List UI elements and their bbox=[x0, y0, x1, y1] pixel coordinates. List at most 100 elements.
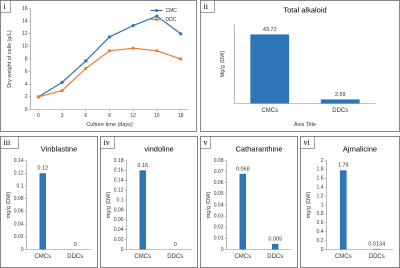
y-tick-label: 0 bbox=[121, 247, 124, 253]
x-tick-label: DDCs bbox=[267, 254, 283, 260]
bar bbox=[239, 173, 246, 250]
y-axis-label: mg/g (DW) bbox=[306, 192, 312, 219]
legend-marker bbox=[155, 9, 158, 12]
y-tick-label: 0.02 bbox=[14, 234, 24, 240]
y-tick-label: 1.4 bbox=[317, 185, 324, 191]
x-tick-label: DDCs bbox=[369, 254, 385, 260]
y-axis-label: Mg/g (DW) bbox=[220, 51, 226, 78]
y-tick-label: 1 bbox=[321, 202, 324, 208]
panel-frame bbox=[0, 136, 98, 268]
bar bbox=[139, 170, 146, 250]
panel: vi Ajmalicine 0 0.2 0.4 0.6 0.8 1 1.2 1.4 1.6 1.8 2 m… bbox=[300, 136, 400, 268]
y-tick-label: 0.14 bbox=[14, 158, 24, 164]
x-tick-label: CMCs bbox=[261, 108, 278, 114]
value-label: 0.005 bbox=[268, 236, 282, 242]
y-tick-label: 0.6 bbox=[317, 220, 324, 226]
chart-title: vindoline bbox=[144, 144, 174, 153]
panel-label: vi bbox=[304, 138, 311, 147]
panel-label: iii bbox=[4, 138, 11, 147]
value-label: 0.12 bbox=[37, 166, 48, 172]
y-tick-label: 0.02 bbox=[114, 237, 124, 243]
y-tick-label: 0.07 bbox=[214, 169, 224, 175]
y-tick-label: 16 bbox=[22, 6, 28, 12]
y-tick-label: 0.1 bbox=[117, 197, 124, 203]
chart-title: Ajmalicine bbox=[343, 144, 377, 153]
x-tick-label: 15 bbox=[154, 113, 160, 119]
y-tick-label: 0.08 bbox=[14, 196, 24, 202]
y-tick-label: 0.06 bbox=[214, 180, 224, 186]
x-tick-label: 0 bbox=[37, 113, 40, 119]
legend-marker bbox=[155, 18, 158, 21]
x-tick-label: 9 bbox=[108, 113, 111, 119]
value-label: 1.78 bbox=[338, 163, 349, 169]
panel: v Catharanthine 0 0.01 0.02 0.03 0.04 0.05 0.06 0… bbox=[200, 136, 298, 268]
panel-label-box bbox=[0, 0, 11, 13]
panel-label: iv bbox=[104, 138, 110, 147]
value-label: 0.16 bbox=[137, 163, 148, 169]
value-label: 2.59 bbox=[335, 92, 346, 98]
value-label: 0.0134 bbox=[368, 241, 385, 247]
y-tick-label: 6 bbox=[25, 69, 28, 75]
panel: iv vindoline 0 0.02 0.04 0.06 0.08 0.1 0.12 0.14 0… bbox=[100, 136, 198, 268]
x-tick-label: 12 bbox=[130, 113, 136, 119]
y-tick-label: 0.02 bbox=[214, 225, 224, 231]
y-tick-label: 0.14 bbox=[114, 178, 124, 184]
data-point bbox=[179, 57, 183, 61]
x-axis-label: Culture time (days) bbox=[86, 122, 133, 128]
chart-title: Catharanthine bbox=[235, 144, 282, 153]
y-tick-label: 0.8 bbox=[317, 211, 324, 217]
panel-label-box bbox=[200, 0, 215, 13]
chart-title: Total alkaloid bbox=[283, 5, 326, 14]
y-tick-label: 10 bbox=[22, 44, 28, 50]
bar bbox=[339, 170, 347, 250]
y-tick-label: 1.8 bbox=[317, 167, 324, 173]
y-tick-label: 0 bbox=[25, 107, 28, 113]
panel-label-box bbox=[300, 136, 315, 149]
y-tick-label: 0 bbox=[21, 247, 24, 253]
value-label: 0 bbox=[74, 242, 77, 248]
y-tick-label: 0.18 bbox=[114, 158, 124, 164]
series-line bbox=[38, 15, 181, 98]
data-point bbox=[155, 49, 159, 53]
panel: i 0 2 4 6 8 10 12 14 16 Dry weight of cells (g/L) C… bbox=[0, 0, 197, 132]
bar bbox=[373, 248, 381, 250]
y-axis-label: mg/g (DW) bbox=[206, 192, 212, 219]
y-tick-label: 0.03 bbox=[214, 213, 224, 219]
value-label: 0.068 bbox=[236, 166, 250, 172]
data-point bbox=[84, 59, 88, 63]
y-axis-label: Dry weight of cells (g/L) bbox=[7, 30, 13, 88]
value-label: 0 bbox=[174, 242, 177, 248]
panel: ii Total alkaloid Mg/g (DW) Axis Title 43.72… bbox=[200, 0, 400, 132]
y-tick-label: 0.08 bbox=[114, 207, 124, 213]
y-tick-label: 8 bbox=[25, 56, 28, 62]
legend-label: CMC bbox=[166, 8, 178, 14]
x-tick-label: CMCs bbox=[134, 254, 151, 260]
y-tick-label: 0.01 bbox=[214, 236, 224, 242]
data-point bbox=[155, 14, 159, 18]
panel-label: ii bbox=[204, 2, 209, 11]
x-tick-label: DDCs bbox=[332, 108, 348, 114]
y-tick-label: 0.04 bbox=[14, 221, 24, 227]
x-tick-label: DDCs bbox=[167, 254, 183, 260]
y-axis-label: mg/g (DW) bbox=[106, 192, 112, 219]
y-tick-label: 0.16 bbox=[114, 168, 124, 174]
y-tick-label: 0.05 bbox=[214, 191, 224, 197]
y-tick-label: 14 bbox=[22, 18, 28, 24]
x-tick-label: CMCs bbox=[335, 254, 352, 260]
data-point bbox=[60, 88, 64, 93]
bar bbox=[250, 34, 290, 104]
chart-title: Vinblastine bbox=[41, 144, 78, 153]
y-tick-label: 0.06 bbox=[114, 217, 124, 223]
y-tick-label: 12 bbox=[22, 31, 28, 37]
x-tick-label: CMCs bbox=[34, 254, 51, 260]
y-tick-label: 0 bbox=[321, 247, 324, 253]
bar bbox=[39, 173, 46, 250]
data-point bbox=[36, 95, 41, 99]
bar bbox=[320, 99, 360, 104]
y-tick-label: 2 bbox=[25, 94, 28, 100]
panel-frame bbox=[0, 0, 197, 132]
x-axis-label: Axis Title bbox=[294, 122, 316, 128]
y-tick-label: 0.04 bbox=[114, 227, 124, 233]
